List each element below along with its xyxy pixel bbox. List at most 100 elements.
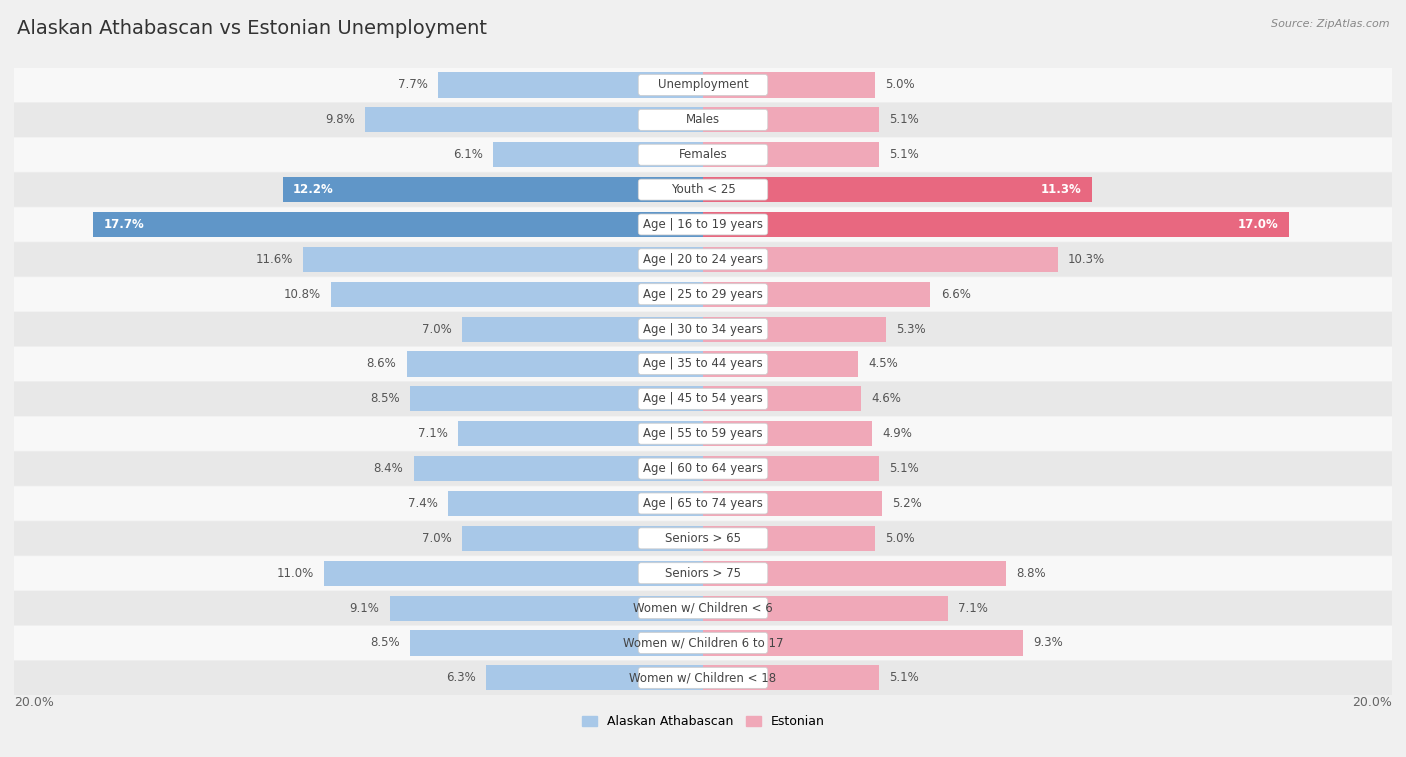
FancyBboxPatch shape — [638, 354, 768, 375]
FancyBboxPatch shape — [638, 562, 768, 584]
Text: 11.6%: 11.6% — [256, 253, 292, 266]
Text: 20.0%: 20.0% — [14, 696, 53, 709]
Text: 12.2%: 12.2% — [292, 183, 333, 196]
Bar — [703, 282, 931, 307]
Text: 7.4%: 7.4% — [408, 497, 437, 510]
Text: 9.8%: 9.8% — [325, 114, 356, 126]
Text: 10.8%: 10.8% — [284, 288, 321, 301]
FancyBboxPatch shape — [14, 138, 1392, 172]
Bar — [703, 421, 872, 447]
FancyBboxPatch shape — [638, 179, 768, 200]
Text: 5.1%: 5.1% — [889, 148, 918, 161]
Bar — [703, 73, 875, 98]
FancyBboxPatch shape — [14, 312, 1392, 346]
FancyBboxPatch shape — [14, 487, 1392, 521]
Text: 6.3%: 6.3% — [446, 671, 475, 684]
Bar — [494, 142, 703, 167]
Text: 9.3%: 9.3% — [1033, 637, 1063, 650]
Text: 10.3%: 10.3% — [1069, 253, 1105, 266]
Bar — [283, 177, 703, 202]
Bar — [703, 107, 879, 132]
Text: Women w/ Children < 18: Women w/ Children < 18 — [630, 671, 776, 684]
Bar — [93, 212, 703, 237]
Bar — [703, 351, 858, 376]
Bar — [458, 421, 703, 447]
Bar — [449, 491, 703, 516]
Bar — [486, 665, 703, 690]
FancyBboxPatch shape — [638, 458, 768, 479]
Bar — [437, 73, 703, 98]
FancyBboxPatch shape — [638, 423, 768, 444]
Text: Source: ZipAtlas.com: Source: ZipAtlas.com — [1271, 19, 1389, 29]
Bar — [461, 316, 703, 341]
Bar — [703, 212, 1289, 237]
FancyBboxPatch shape — [14, 416, 1392, 451]
Text: 20.0%: 20.0% — [1353, 696, 1392, 709]
Bar — [411, 386, 703, 411]
Text: 4.6%: 4.6% — [872, 392, 901, 405]
FancyBboxPatch shape — [638, 493, 768, 514]
Text: 7.0%: 7.0% — [422, 532, 451, 545]
Text: Age | 20 to 24 years: Age | 20 to 24 years — [643, 253, 763, 266]
FancyBboxPatch shape — [638, 145, 768, 165]
Text: 5.0%: 5.0% — [886, 532, 915, 545]
Text: Females: Females — [679, 148, 727, 161]
FancyBboxPatch shape — [638, 249, 768, 269]
Text: Age | 35 to 44 years: Age | 35 to 44 years — [643, 357, 763, 370]
FancyBboxPatch shape — [14, 626, 1392, 660]
Text: 17.0%: 17.0% — [1237, 218, 1278, 231]
FancyBboxPatch shape — [14, 382, 1392, 416]
Text: Age | 16 to 19 years: Age | 16 to 19 years — [643, 218, 763, 231]
FancyBboxPatch shape — [638, 214, 768, 235]
FancyBboxPatch shape — [638, 109, 768, 130]
Bar — [703, 631, 1024, 656]
Text: 5.1%: 5.1% — [889, 671, 918, 684]
Bar — [323, 561, 703, 586]
Text: Age | 25 to 29 years: Age | 25 to 29 years — [643, 288, 763, 301]
FancyBboxPatch shape — [14, 68, 1392, 102]
Bar — [703, 247, 1057, 272]
FancyBboxPatch shape — [638, 668, 768, 688]
Text: 8.5%: 8.5% — [370, 637, 399, 650]
Text: Age | 55 to 59 years: Age | 55 to 59 years — [643, 427, 763, 441]
Bar — [461, 526, 703, 551]
Text: 5.0%: 5.0% — [886, 79, 915, 92]
Bar — [703, 526, 875, 551]
Bar — [406, 351, 703, 376]
Bar — [366, 107, 703, 132]
FancyBboxPatch shape — [638, 633, 768, 653]
Text: 7.7%: 7.7% — [398, 79, 427, 92]
Bar — [703, 561, 1007, 586]
Bar — [703, 456, 879, 481]
Text: Seniors > 75: Seniors > 75 — [665, 567, 741, 580]
Text: 11.3%: 11.3% — [1042, 183, 1083, 196]
Bar — [304, 247, 703, 272]
Text: Age | 45 to 54 years: Age | 45 to 54 years — [643, 392, 763, 405]
Text: Women w/ Children < 6: Women w/ Children < 6 — [633, 602, 773, 615]
Bar — [703, 142, 879, 167]
Bar — [330, 282, 703, 307]
Bar — [703, 596, 948, 621]
Text: 5.2%: 5.2% — [893, 497, 922, 510]
Text: 8.8%: 8.8% — [1017, 567, 1046, 580]
FancyBboxPatch shape — [14, 556, 1392, 590]
Bar — [411, 631, 703, 656]
FancyBboxPatch shape — [14, 277, 1392, 311]
Text: 17.7%: 17.7% — [104, 218, 145, 231]
Text: 8.6%: 8.6% — [367, 357, 396, 370]
Text: 5.1%: 5.1% — [889, 114, 918, 126]
Text: 5.1%: 5.1% — [889, 462, 918, 475]
FancyBboxPatch shape — [14, 661, 1392, 695]
FancyBboxPatch shape — [14, 522, 1392, 556]
Text: 4.5%: 4.5% — [869, 357, 898, 370]
Text: 6.6%: 6.6% — [941, 288, 970, 301]
Text: 4.9%: 4.9% — [882, 427, 912, 441]
Text: 7.0%: 7.0% — [422, 322, 451, 335]
FancyBboxPatch shape — [14, 591, 1392, 625]
Text: Age | 60 to 64 years: Age | 60 to 64 years — [643, 462, 763, 475]
FancyBboxPatch shape — [14, 103, 1392, 137]
FancyBboxPatch shape — [638, 284, 768, 304]
Bar — [413, 456, 703, 481]
Text: Alaskan Athabascan vs Estonian Unemployment: Alaskan Athabascan vs Estonian Unemploym… — [17, 19, 486, 38]
Text: 11.0%: 11.0% — [277, 567, 314, 580]
